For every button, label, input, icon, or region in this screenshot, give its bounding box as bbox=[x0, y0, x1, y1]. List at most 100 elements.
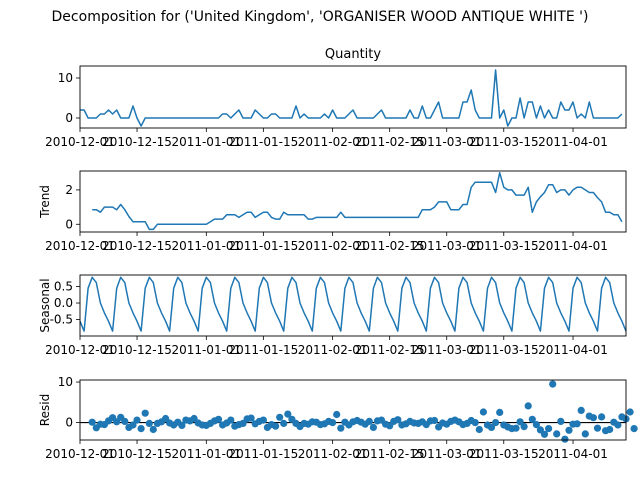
resid-point bbox=[626, 408, 634, 416]
resid-point bbox=[516, 418, 524, 426]
x-tick-label: 2011-03-15 bbox=[469, 447, 539, 461]
resid-point bbox=[329, 419, 337, 427]
x-tick-label: 2011-01-01 bbox=[171, 447, 241, 461]
resid-point bbox=[524, 402, 532, 410]
x-tick-label: 2010-12-01 bbox=[45, 135, 115, 149]
resid-point bbox=[528, 415, 536, 423]
x-tick-label: 2011-01-01 bbox=[171, 135, 241, 149]
resid-point bbox=[479, 408, 487, 416]
x-tick-label: 2011-03-15 bbox=[469, 343, 539, 357]
resid-point bbox=[178, 421, 186, 429]
y-tick-label: -0.5 bbox=[50, 313, 73, 327]
y-tick-label: 0 bbox=[65, 111, 73, 125]
panel-frame bbox=[79, 65, 627, 129]
x-tick-label: 2011-01-01 bbox=[171, 239, 241, 253]
x-tick-label: 2011-03-01 bbox=[412, 135, 482, 149]
x-tick-label: 2011-03-01 bbox=[412, 239, 482, 253]
resid-point bbox=[630, 425, 638, 433]
figure-suptitle: Decomposition for ('United Kingdom', 'OR… bbox=[52, 9, 589, 25]
x-tick-label: 2011-03-15 bbox=[469, 135, 539, 149]
resid-point bbox=[259, 416, 267, 424]
x-tick-label: 2011-03-15 bbox=[469, 239, 539, 253]
resid-point bbox=[280, 419, 288, 427]
panel-frame bbox=[79, 379, 627, 441]
x-tick-label: 2011-02-15 bbox=[355, 239, 425, 253]
x-tick-label: 2011-03-01 bbox=[412, 447, 482, 461]
panel-title: Quantity bbox=[325, 47, 381, 62]
resid-point bbox=[121, 417, 129, 425]
resid-point bbox=[247, 414, 255, 422]
resid-point bbox=[475, 425, 483, 434]
x-tick-label: 2010-12-15 bbox=[102, 135, 172, 149]
resid-point bbox=[337, 424, 345, 432]
resid-point bbox=[88, 418, 96, 426]
resid-point bbox=[145, 419, 153, 427]
resid-point bbox=[561, 435, 569, 443]
y-tick-label: 0.5 bbox=[54, 280, 73, 294]
resid-point bbox=[227, 416, 235, 424]
resid-point bbox=[284, 410, 292, 418]
resid-point bbox=[606, 425, 614, 434]
x-tick-label: 2011-02-15 bbox=[355, 135, 425, 149]
seasonal-line bbox=[79, 276, 627, 332]
resid-point bbox=[589, 414, 598, 422]
observed-line bbox=[80, 69, 623, 127]
x-tick-label: 2011-04-01 bbox=[538, 343, 608, 357]
resid-point bbox=[141, 409, 149, 417]
resid-point bbox=[540, 430, 549, 438]
x-tick-label: 2010-12-01 bbox=[45, 447, 115, 461]
y-tick-label: 0 bbox=[65, 416, 73, 430]
resid-point bbox=[430, 416, 439, 425]
x-tick-label: 2011-02-01 bbox=[298, 447, 368, 461]
y-axis-label: Resid bbox=[38, 394, 52, 426]
resid-point bbox=[581, 430, 589, 438]
resid-point bbox=[133, 416, 141, 424]
resid-point bbox=[577, 406, 585, 414]
resid-point bbox=[129, 421, 137, 429]
resid-point bbox=[598, 413, 606, 421]
resid-point bbox=[614, 421, 622, 429]
panel-frame bbox=[79, 274, 627, 337]
panel-frame bbox=[79, 170, 627, 233]
resid-point bbox=[545, 425, 553, 433]
y-tick-label: 2 bbox=[65, 183, 73, 197]
resid-point bbox=[512, 424, 520, 432]
resid-point bbox=[369, 423, 377, 431]
x-tick-label: 2011-02-01 bbox=[298, 135, 368, 149]
y-tick-label: 0 bbox=[65, 217, 73, 231]
x-tick-label: 2011-02-01 bbox=[298, 343, 368, 357]
resid-point bbox=[149, 425, 157, 434]
y-axis-label: Trend bbox=[38, 185, 52, 219]
x-tick-label: 2011-01-15 bbox=[228, 447, 298, 461]
x-tick-label: 2011-04-01 bbox=[538, 239, 608, 253]
resid-point bbox=[532, 421, 541, 429]
resid-point bbox=[573, 420, 581, 428]
y-tick-label: 10 bbox=[58, 375, 73, 389]
x-tick-label: 2011-01-01 bbox=[171, 343, 241, 357]
x-tick-label: 2011-02-15 bbox=[355, 343, 425, 357]
x-tick-label: 2010-12-01 bbox=[45, 343, 115, 357]
resid-point bbox=[549, 380, 557, 388]
resid-point bbox=[520, 423, 528, 431]
x-tick-label: 2011-04-01 bbox=[538, 135, 608, 149]
x-tick-label: 2011-01-15 bbox=[228, 135, 298, 149]
resid-point bbox=[276, 413, 284, 421]
x-tick-label: 2010-12-15 bbox=[102, 343, 172, 357]
x-tick-label: 2011-02-15 bbox=[355, 447, 425, 461]
resid-point bbox=[365, 417, 373, 425]
resid-point bbox=[553, 430, 561, 438]
y-tick-label: 10 bbox=[58, 71, 73, 85]
resid-point bbox=[214, 415, 223, 423]
resid-point bbox=[593, 424, 602, 432]
x-tick-label: 2011-03-01 bbox=[412, 343, 482, 357]
resid-point bbox=[565, 426, 573, 434]
resid-point bbox=[557, 417, 565, 425]
y-tick-label: 0.0 bbox=[54, 296, 73, 310]
x-tick-label: 2011-01-15 bbox=[228, 239, 298, 253]
